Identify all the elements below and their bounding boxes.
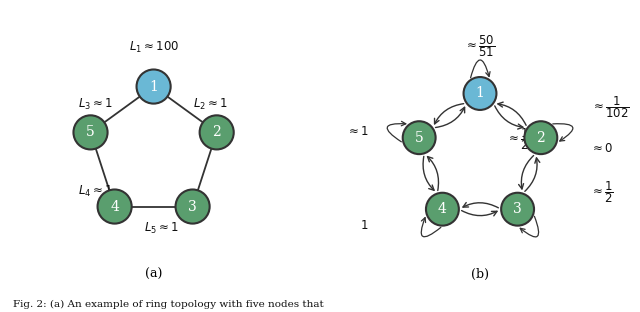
Text: $\approx 0$: $\approx 0$: [589, 142, 612, 155]
Text: $L_1 \approx 100$: $L_1 \approx 100$: [129, 40, 179, 55]
Text: 1: 1: [149, 80, 158, 94]
Text: 2: 2: [536, 131, 545, 145]
Text: $\approx 1$: $\approx 1$: [346, 125, 369, 138]
Text: $1$: $1$: [360, 219, 369, 232]
Text: $\approx \dfrac{1}{2}$: $\approx \dfrac{1}{2}$: [506, 126, 531, 152]
Text: $L_3 \approx 1$: $L_3 \approx 1$: [77, 97, 113, 112]
Text: 5: 5: [415, 131, 424, 145]
Text: 3: 3: [513, 202, 522, 216]
Text: (b): (b): [471, 268, 489, 281]
Text: $\approx \dfrac{50}{51}$: $\approx \dfrac{50}{51}$: [464, 33, 496, 59]
Text: (a): (a): [145, 268, 163, 281]
Text: $\approx \dfrac{1}{102}$: $\approx \dfrac{1}{102}$: [591, 94, 630, 120]
Circle shape: [501, 193, 534, 226]
Circle shape: [136, 70, 171, 104]
Text: 2: 2: [212, 125, 221, 139]
Circle shape: [74, 115, 108, 149]
Text: $\approx \dfrac{1}{2}$: $\approx \dfrac{1}{2}$: [589, 179, 614, 205]
Text: 5: 5: [86, 125, 95, 139]
Text: $L_5 \approx 1$: $L_5 \approx 1$: [144, 221, 179, 236]
Text: Fig. 2: (a) An example of ring topology with five nodes that: Fig. 2: (a) An example of ring topology …: [13, 300, 324, 309]
Circle shape: [524, 121, 557, 154]
Circle shape: [403, 121, 436, 154]
Text: $L_4 \approx 1$: $L_4 \approx 1$: [77, 184, 113, 199]
Circle shape: [200, 115, 234, 149]
Circle shape: [175, 189, 210, 224]
Text: 3: 3: [188, 200, 197, 213]
Circle shape: [426, 193, 459, 226]
Circle shape: [97, 189, 132, 224]
Text: 4: 4: [110, 200, 119, 213]
Text: $L_2 \approx 1$: $L_2 \approx 1$: [193, 97, 228, 112]
Text: 4: 4: [438, 202, 447, 216]
Text: 1: 1: [476, 86, 484, 100]
Circle shape: [463, 77, 497, 110]
